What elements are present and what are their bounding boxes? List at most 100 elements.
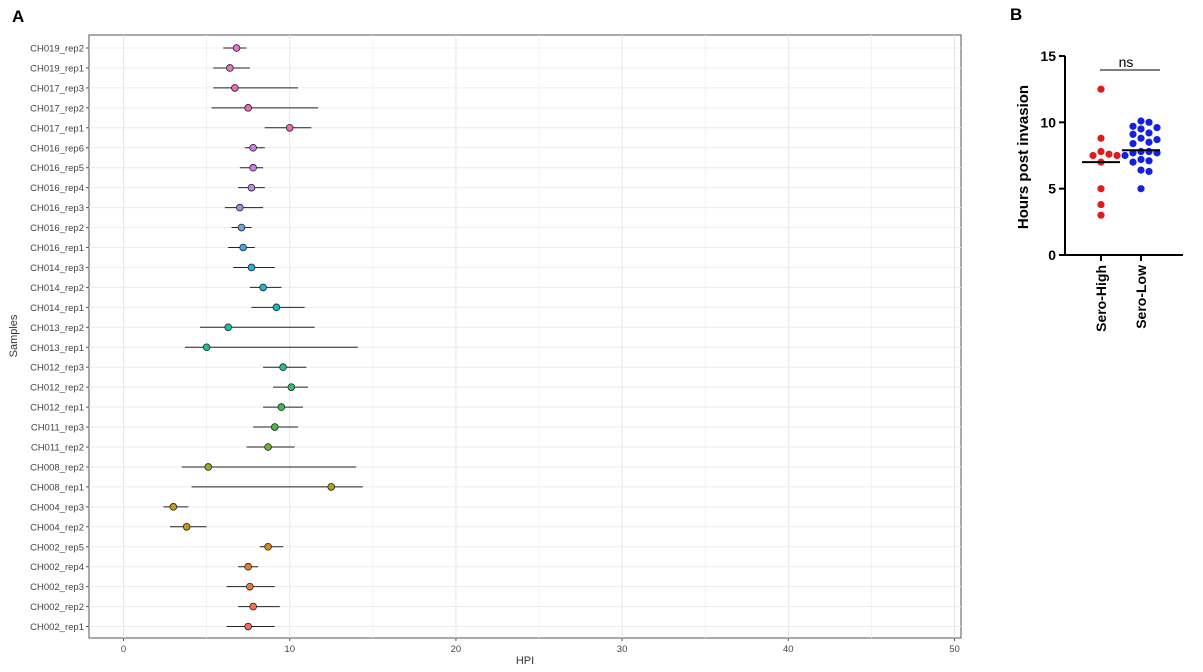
y-tick-label: CH013_rep1	[30, 343, 84, 354]
x-tick-label: 10	[284, 644, 295, 655]
y-tick-label: CH002_rep2	[30, 602, 84, 613]
data-point	[237, 223, 246, 232]
y-tick-label: CH016_rep6	[30, 143, 84, 154]
data-point	[1137, 155, 1145, 164]
y-tick-label: CH002_rep4	[30, 562, 84, 573]
panel-a-chart: CH019_rep2 CH019_rep1 CH017_rep3 CH017_rep2…	[8, 34, 962, 667]
y-tick-label: CH012_rep1	[30, 403, 84, 414]
data-point	[1137, 185, 1145, 193]
data-point	[1153, 135, 1161, 144]
y-tick-label: CH014_rep1	[30, 303, 84, 314]
y-tick-label: CH011_rep3	[31, 423, 84, 434]
panel-b-chart: 0 5 10 15 Sero-High Sero-Low Hours post invas…	[1015, 48, 1183, 332]
data-point	[272, 303, 281, 312]
y-tick-label: CH008_rep2	[30, 462, 84, 473]
panel-a-x-tick-labels: 0 10 20 30 40 50	[121, 638, 960, 655]
y-tick-label: CH004_rep3	[30, 502, 84, 513]
data-point	[1137, 166, 1145, 174]
data-point	[1129, 122, 1137, 130]
y-tick-label: CH019_rep1	[30, 63, 84, 74]
y-tick-label: CH004_rep2	[30, 522, 84, 533]
y-tick-label: CH013_rep2	[30, 323, 84, 334]
data-point	[1105, 150, 1113, 158]
data-point	[204, 463, 213, 471]
y-tick-label: CH016_rep2	[30, 223, 84, 234]
x-tick-label: Sero-Low	[1133, 265, 1149, 329]
x-tick-label: 20	[451, 644, 462, 655]
data-point	[224, 323, 233, 332]
data-point	[279, 363, 287, 372]
y-tick-label: CH016_rep1	[30, 243, 84, 254]
data-point	[277, 403, 286, 411]
data-point	[247, 183, 256, 192]
x-tick-label: 40	[783, 644, 794, 655]
data-point	[1153, 124, 1161, 132]
data-point	[232, 44, 241, 52]
x-tick-label: 50	[949, 644, 960, 655]
data-point	[244, 104, 252, 112]
data-point	[1137, 134, 1145, 142]
data-point	[231, 84, 239, 92]
panel-a-x-axis-label: HPI	[516, 655, 534, 667]
data-point	[226, 64, 234, 72]
y-tick-label: CH012_rep3	[30, 363, 84, 374]
x-tick-label: 30	[617, 644, 628, 655]
x-tick-label: Sero-High	[1093, 265, 1109, 332]
data-point	[1089, 151, 1097, 160]
panel-a-label: A	[12, 7, 24, 26]
panel-a-y-axis-label: Samples	[8, 314, 20, 357]
data-point	[1145, 118, 1153, 126]
data-point	[287, 383, 296, 391]
data-point	[182, 522, 191, 531]
data-point	[1145, 147, 1153, 156]
panel-a-plot-frame	[88, 34, 962, 639]
data-point	[1129, 158, 1137, 166]
y-tick-label: CH014_rep2	[30, 283, 84, 294]
data-point	[249, 163, 257, 172]
y-tick-label: CH017_rep1	[30, 123, 84, 134]
y-tick-label: CH016_rep4	[30, 183, 84, 194]
y-tick-label: CH012_rep2	[30, 383, 84, 394]
data-point	[249, 602, 257, 611]
data-point	[1129, 139, 1137, 148]
data-point	[244, 562, 252, 571]
data-point	[1097, 211, 1105, 219]
y-tick-label: CH016_rep3	[30, 203, 84, 214]
data-point	[1097, 134, 1105, 142]
y-tick-label: CH002_rep5	[30, 542, 84, 553]
significance-label: ns	[1119, 54, 1134, 70]
data-point	[259, 283, 267, 292]
data-point	[236, 203, 244, 212]
panel-a-y-tick-labels: CH019_rep2 CH019_rep1 CH017_rep3 CH017_rep2…	[30, 44, 89, 633]
data-point	[1097, 85, 1105, 93]
data-point	[239, 243, 247, 252]
panel-b-marks	[1082, 85, 1161, 219]
y-tick-label: CH017_rep3	[30, 83, 84, 94]
data-point	[1137, 125, 1145, 133]
y-tick-label: 5	[1048, 181, 1056, 197]
y-tick-label: 15	[1040, 48, 1056, 64]
panel-a-marks	[163, 44, 363, 631]
data-point	[1145, 138, 1153, 146]
data-point	[169, 503, 178, 511]
y-tick-label: CH002_rep1	[30, 622, 84, 633]
data-point	[264, 443, 272, 451]
y-tick-label: 0	[1048, 247, 1056, 263]
data-point	[247, 263, 256, 272]
data-point	[246, 582, 254, 591]
x-tick-label: 0	[121, 644, 126, 655]
data-point	[1097, 147, 1105, 156]
data-point	[1145, 167, 1153, 176]
data-point	[1097, 200, 1105, 209]
y-tick-label: CH017_rep2	[30, 103, 84, 114]
data-point	[285, 124, 294, 132]
y-tick-label: 10	[1040, 114, 1056, 130]
data-point	[1129, 130, 1137, 138]
data-point	[1137, 147, 1145, 156]
panel-b-axes: 0 5 10 15 Sero-High Sero-Low	[1040, 48, 1183, 332]
y-tick-label: CH019_rep2	[30, 44, 84, 55]
data-point	[1113, 151, 1121, 160]
y-tick-label: CH014_rep3	[30, 263, 84, 274]
data-point	[249, 143, 257, 152]
